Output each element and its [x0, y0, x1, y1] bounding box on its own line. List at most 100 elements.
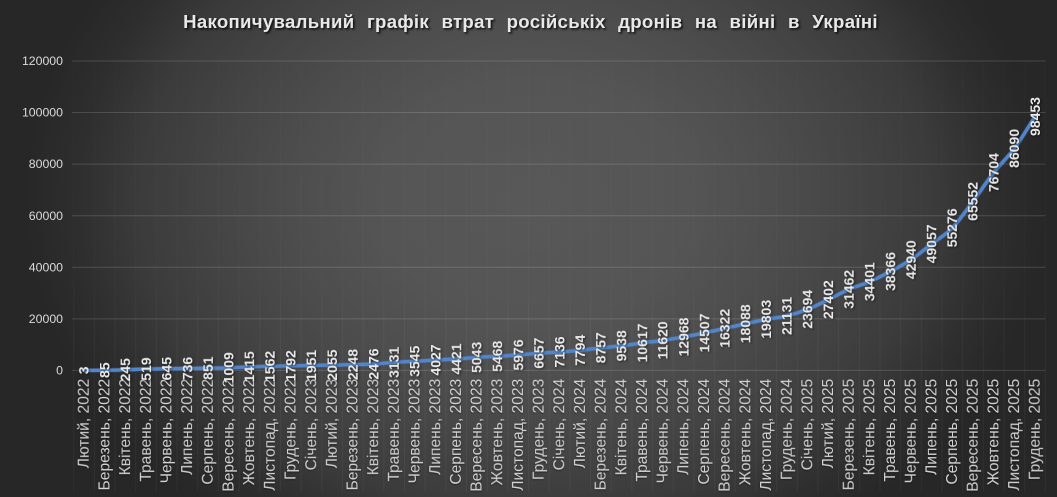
svg-text:76704: 76704 [986, 153, 1002, 192]
svg-text:Листопад, 2024: Листопад, 2024 [758, 378, 775, 490]
svg-text:Червень, 2024: Червень, 2024 [655, 378, 672, 483]
svg-text:Жовтень, 2023: Жовтень, 2023 [489, 379, 506, 486]
svg-text:49057: 49057 [924, 224, 940, 263]
svg-text:3131: 3131 [386, 347, 402, 378]
svg-text:Квітень, 2022: Квітень, 2022 [117, 379, 134, 476]
svg-text:98453: 98453 [1027, 97, 1043, 136]
svg-text:80000: 80000 [29, 157, 63, 171]
svg-text:Вересень, 2025: Вересень, 2025 [965, 378, 982, 491]
svg-text:Грудень, 2022: Грудень, 2022 [283, 379, 300, 480]
svg-text:20000: 20000 [29, 312, 63, 326]
svg-text:Березень, 2023: Березень, 2023 [345, 379, 362, 491]
svg-text:0: 0 [56, 364, 63, 378]
svg-text:Червень, 2025: Червень, 2025 [903, 378, 920, 483]
svg-text:23694: 23694 [799, 290, 815, 329]
svg-text:Листопад, 2025: Листопад, 2025 [1006, 378, 1023, 490]
svg-text:Серпень, 2023: Серпень, 2023 [448, 379, 465, 485]
svg-text:14507: 14507 [696, 313, 712, 352]
svg-text:Липень, 2022: Липень, 2022 [179, 379, 196, 475]
svg-text:11620: 11620 [655, 321, 671, 359]
svg-text:27402: 27402 [820, 280, 836, 319]
svg-text:Травень, 2023: Травень, 2023 [386, 379, 403, 482]
svg-text:8757: 8757 [593, 332, 609, 363]
svg-text:Жовтень, 2025: Жовтень, 2025 [986, 378, 1003, 485]
svg-text:Травень, 2025: Травень, 2025 [882, 378, 899, 481]
svg-text:1792: 1792 [283, 350, 299, 381]
svg-text:Липень, 2024: Липень, 2024 [675, 378, 692, 474]
svg-text:Березень, 2022: Березень, 2022 [96, 379, 113, 491]
svg-text:55276: 55276 [944, 208, 960, 247]
svg-text:Лютий, 2024: Лютий, 2024 [572, 378, 589, 468]
svg-text:Листопад, 2023: Листопад, 2023 [510, 379, 527, 491]
svg-text:86090: 86090 [1006, 129, 1022, 168]
svg-text:9538: 9538 [613, 330, 629, 361]
svg-text:85: 85 [96, 362, 112, 378]
svg-text:7136: 7136 [551, 336, 567, 367]
svg-text:Вересень, 2022: Вересень, 2022 [221, 379, 238, 492]
svg-text:Вересень, 2023: Вересень, 2023 [469, 379, 486, 492]
svg-text:Серпень, 2022: Серпень, 2022 [200, 379, 217, 485]
svg-text:31462: 31462 [841, 270, 857, 309]
svg-text:65552: 65552 [965, 182, 981, 221]
svg-text:Серпень, 2025: Серпень, 2025 [944, 378, 961, 484]
svg-text:21131: 21131 [779, 297, 795, 335]
svg-text:Січень, 2025: Січень, 2025 [799, 378, 816, 470]
svg-text:5976: 5976 [510, 339, 526, 370]
svg-text:10617: 10617 [634, 323, 650, 362]
svg-text:5043: 5043 [469, 342, 485, 373]
svg-text:Лютий, 2023: Лютий, 2023 [324, 379, 341, 469]
svg-text:Грудень, 2023: Грудень, 2023 [531, 379, 548, 480]
svg-text:Квітень, 2025: Квітень, 2025 [861, 378, 878, 475]
svg-text:Липень, 2025: Липень, 2025 [924, 378, 941, 474]
svg-text:Листопад, 2022: Листопад, 2022 [262, 379, 279, 491]
svg-text:245: 245 [117, 358, 133, 382]
svg-text:851: 851 [200, 356, 216, 380]
svg-text:Березень, 2025: Березень, 2025 [841, 378, 858, 490]
svg-text:42940: 42940 [903, 240, 919, 279]
svg-text:3545: 3545 [407, 346, 423, 377]
svg-text:38366: 38366 [882, 252, 898, 291]
svg-text:18088: 18088 [737, 304, 753, 343]
svg-text:Травень, 2024: Травень, 2024 [634, 378, 651, 481]
svg-text:5468: 5468 [489, 341, 505, 372]
svg-text:Липень, 2023: Липень, 2023 [427, 379, 444, 475]
svg-text:Жовтень, 2024: Жовтень, 2024 [737, 378, 754, 485]
svg-text:12968: 12968 [675, 317, 691, 356]
svg-text:Квітень, 2023: Квітень, 2023 [365, 379, 382, 476]
svg-text:4027: 4027 [427, 344, 443, 375]
svg-text:Жовтень, 2022: Жовтень, 2022 [241, 379, 258, 486]
svg-text:736: 736 [179, 357, 195, 381]
svg-text:Лютий, 2022: Лютий, 2022 [76, 379, 93, 469]
svg-text:Лютий, 2025: Лютий, 2025 [820, 378, 837, 468]
svg-text:Травень, 2022: Травень, 2022 [138, 379, 155, 482]
svg-text:Грудень, 2025: Грудень, 2025 [1027, 378, 1044, 480]
svg-text:4421: 4421 [448, 343, 464, 374]
svg-text:6657: 6657 [531, 337, 547, 368]
svg-text:1415: 1415 [241, 351, 257, 382]
svg-text:Грудень, 2024: Грудень, 2024 [779, 378, 796, 480]
svg-text:2476: 2476 [365, 348, 381, 379]
svg-text:100000: 100000 [22, 106, 63, 120]
svg-text:Вересень, 2024: Вересень, 2024 [717, 378, 734, 491]
svg-text:19803: 19803 [758, 300, 774, 339]
svg-text:Березень, 2024: Березень, 2024 [593, 378, 610, 490]
svg-text:34401: 34401 [861, 262, 877, 301]
svg-text:645: 645 [158, 357, 174, 381]
svg-text:120000: 120000 [22, 54, 63, 68]
svg-text:Червень, 2022: Червень, 2022 [158, 379, 175, 484]
svg-text:519: 519 [138, 357, 154, 381]
svg-text:1562: 1562 [262, 351, 278, 382]
svg-text:2248: 2248 [345, 349, 361, 380]
svg-text:Червень, 2023: Червень, 2023 [407, 379, 424, 484]
svg-text:2055: 2055 [324, 349, 340, 380]
svg-text:40000: 40000 [29, 260, 63, 274]
svg-text:Серпень, 2024: Серпень, 2024 [696, 378, 713, 484]
svg-text:3: 3 [76, 366, 92, 374]
svg-text:1951: 1951 [303, 350, 319, 381]
svg-text:60000: 60000 [29, 209, 63, 223]
svg-text:16322: 16322 [717, 309, 733, 348]
svg-text:7794: 7794 [572, 335, 588, 366]
svg-text:Квітень, 2024: Квітень, 2024 [613, 378, 630, 475]
svg-text:1009: 1009 [221, 352, 237, 383]
svg-text:Січень, 2024: Січень, 2024 [551, 378, 568, 470]
